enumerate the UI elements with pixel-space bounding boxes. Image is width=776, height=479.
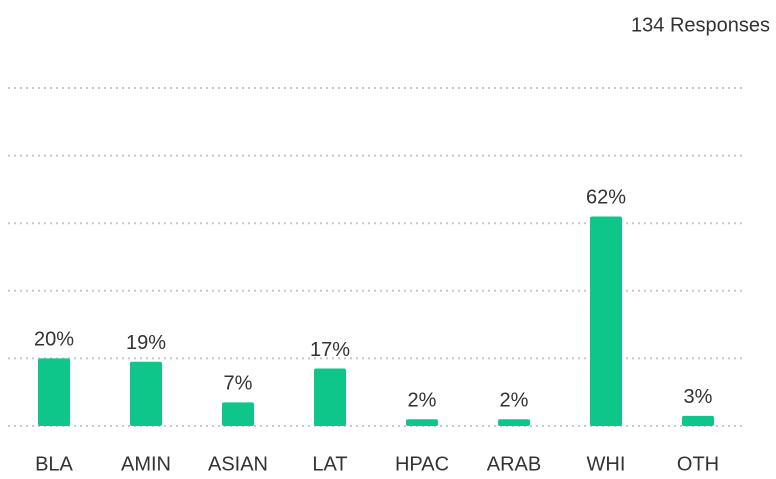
value-label: 62%: [586, 187, 626, 209]
value-label: 2%: [408, 390, 437, 412]
x-tick-label: OTH: [677, 453, 719, 475]
value-label: 19%: [126, 332, 166, 354]
value-label: 3%: [684, 386, 713, 408]
bar: [682, 415, 714, 426]
value-label: 17%: [310, 339, 350, 361]
bar: [406, 419, 438, 426]
x-tick-label: ASIAN: [208, 453, 268, 475]
bar: [314, 368, 346, 426]
x-tick-label: LAT: [312, 453, 347, 475]
bar: [498, 419, 530, 426]
x-tick-label: ARAB: [487, 453, 541, 475]
x-tick-label: HPAC: [395, 453, 449, 475]
bar: [38, 358, 70, 426]
value-label: 2%: [500, 390, 529, 412]
x-tick-label: AMIN: [121, 453, 171, 475]
bar: [590, 216, 622, 426]
response-count: 134 Responses: [631, 14, 770, 36]
value-label: 20%: [34, 329, 74, 351]
bar: [130, 361, 162, 426]
value-label: 7%: [224, 373, 253, 395]
bar: [222, 402, 254, 426]
x-tick-label: BLA: [35, 453, 73, 475]
x-tick-label: WHI: [587, 453, 626, 475]
